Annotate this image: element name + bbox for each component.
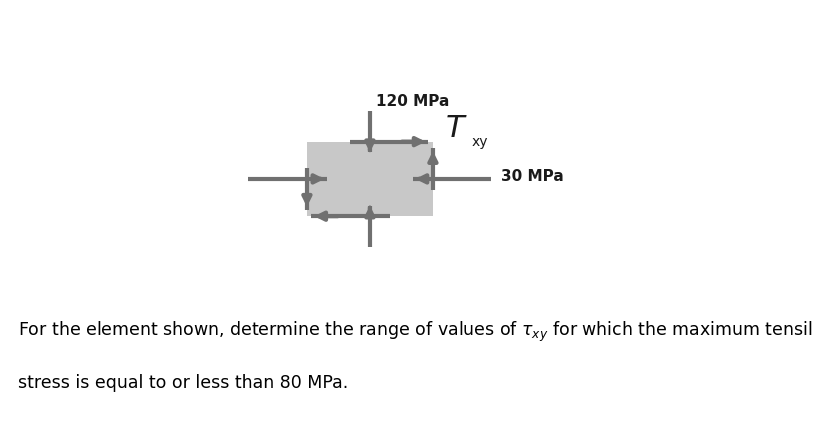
FancyBboxPatch shape <box>307 141 433 216</box>
Text: xy: xy <box>472 135 489 149</box>
Text: For the element shown, determine the range of values of $\tau_{xy}$ for which th: For the element shown, determine the ran… <box>18 320 813 344</box>
Text: stress is equal to or less than 80 MPa.: stress is equal to or less than 80 MPa. <box>18 374 348 392</box>
Text: $\mathit{T}$: $\mathit{T}$ <box>446 113 467 144</box>
Text: 120 MPa: 120 MPa <box>376 94 450 109</box>
Text: 30 MPa: 30 MPa <box>501 169 564 184</box>
